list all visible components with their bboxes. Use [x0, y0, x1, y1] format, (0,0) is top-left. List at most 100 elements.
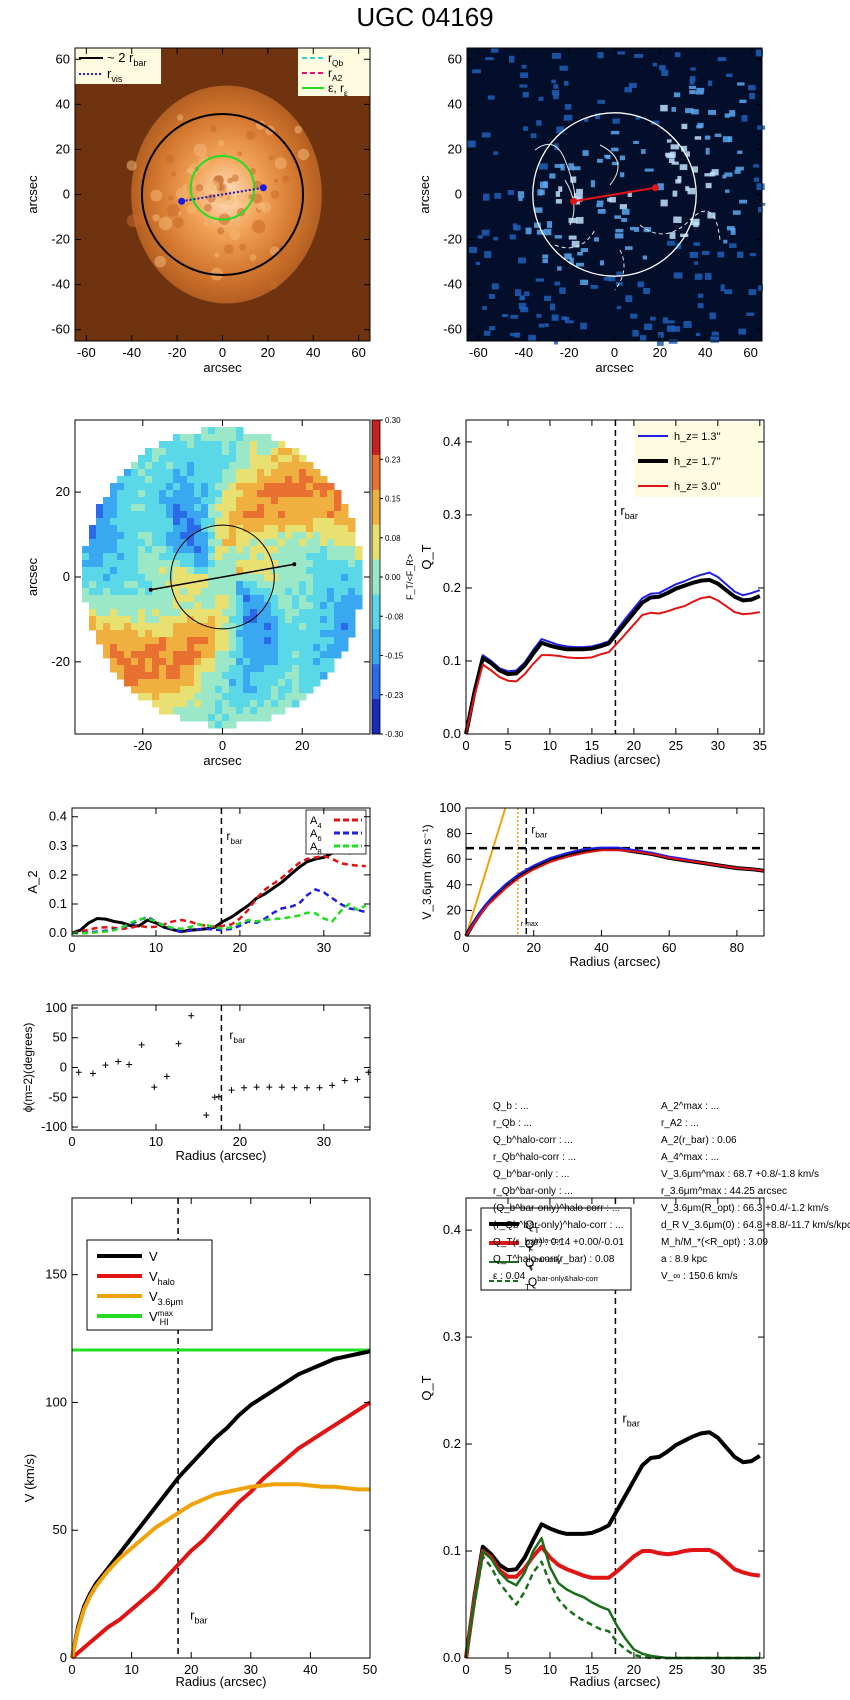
map-pixel	[475, 261, 481, 266]
heatmap-cell	[236, 665, 244, 673]
heatmap-cell	[131, 651, 139, 659]
heatmap-cell	[236, 546, 244, 554]
disk-blob	[268, 155, 274, 161]
heatmap-cell	[285, 476, 293, 484]
heatmap-cell	[313, 504, 321, 512]
series-line-black	[70, 1349, 371, 1659]
heatmap-cell	[110, 483, 118, 491]
stat-line: Q_T^halo-corr(r_bar) : 0.08	[493, 1254, 615, 1265]
heatmap-cell	[131, 490, 139, 498]
map-pixel	[590, 285, 599, 289]
y-tick-label: -20	[443, 232, 462, 247]
heatmap-cell	[243, 462, 251, 470]
heatmap-cell	[292, 462, 300, 470]
y-tick-label: 0	[60, 1650, 67, 1665]
y-tick-label: 0.3	[443, 507, 461, 522]
heatmap-cell	[222, 448, 230, 456]
heatmap-cell	[110, 588, 118, 596]
heatmap-cell	[173, 518, 181, 526]
heatmap-cell	[320, 665, 328, 673]
heatmap-cell	[271, 483, 279, 491]
colorbar-segment	[372, 699, 380, 735]
stat-line: a : 8.9 kpc	[661, 1254, 708, 1265]
map-pixel	[711, 169, 719, 176]
heatmap-cell	[124, 483, 132, 491]
heatmap-cell	[355, 588, 363, 596]
heatmap-cell	[215, 707, 223, 715]
heatmap-cell	[173, 567, 181, 575]
disk-blob	[274, 157, 287, 170]
heatmap-cell	[131, 518, 139, 526]
disk-blob	[139, 168, 153, 181]
y-tick-label: -20	[51, 232, 70, 247]
heatmap-cell	[208, 721, 216, 729]
map-pixel	[559, 287, 566, 294]
heatmap-cell	[292, 686, 300, 694]
y-tick-label: 20	[448, 141, 462, 156]
heatmap-cell	[82, 574, 90, 582]
heatmap-cell	[243, 672, 251, 680]
map-pixel	[616, 271, 623, 276]
stat-line: ε : 0.04	[493, 1271, 526, 1282]
heatmap-cell	[271, 441, 279, 449]
map-pixel	[739, 199, 748, 204]
map-pixel	[530, 133, 537, 139]
heatmap-cell	[236, 553, 244, 561]
heatmap-cell	[299, 539, 307, 547]
map-pixel	[552, 89, 560, 96]
heatmap-cell	[138, 672, 146, 680]
heatmap-cell	[250, 602, 258, 610]
heatmap-cell	[292, 644, 300, 652]
heatmap-cell	[131, 686, 139, 694]
map-pixel	[724, 189, 730, 193]
map-pixel	[730, 228, 736, 235]
heatmap-cell	[313, 630, 321, 638]
heatmap-cell	[320, 560, 328, 568]
map-pixel	[556, 126, 565, 134]
heatmap-cell	[145, 462, 153, 470]
heatmap-cell	[229, 679, 237, 687]
map-pixel	[617, 51, 625, 55]
legend-label: rvis	[107, 66, 123, 84]
heatmap-cell	[278, 651, 286, 659]
heatmap-cell	[299, 609, 307, 617]
heatmap-cell	[166, 658, 174, 666]
heatmap-cell	[222, 686, 230, 694]
heatmap-cell	[180, 644, 188, 652]
heatmap-cell	[334, 616, 342, 624]
heatmap-cell	[159, 644, 167, 652]
heatmap-cell	[110, 539, 118, 547]
heatmap-cell	[250, 630, 258, 638]
panel-force-map: -60 -40 -20 0 20 40 60-60-40-200204060arcsecar…	[417, 47, 766, 375]
heatmap-cell	[145, 679, 153, 687]
map-pixel	[610, 130, 620, 135]
heatmap-cell	[215, 434, 223, 442]
heatmap-cell	[173, 672, 181, 680]
heatmap-cell	[264, 672, 272, 680]
heatmap-cell	[215, 483, 223, 491]
x-tick-label: 35	[753, 1662, 767, 1677]
map-pixel	[525, 227, 532, 235]
heatmap-cell	[159, 630, 167, 638]
heatmap-cell	[131, 602, 139, 610]
heatmap-cell	[180, 630, 188, 638]
heatmap-cell	[96, 581, 104, 589]
heatmap-cell	[103, 539, 111, 547]
heatmap-cell	[222, 455, 230, 463]
disk-blob	[245, 130, 256, 141]
heatmap-cell	[96, 546, 104, 554]
heatmap-cell	[159, 532, 167, 540]
map-pixel	[542, 258, 548, 264]
heatmap-cell	[194, 462, 202, 470]
heatmap-cell	[243, 714, 251, 722]
map-pixel	[519, 84, 528, 88]
y-tick-label: 150	[45, 1267, 67, 1282]
heatmap-cell	[89, 574, 97, 582]
map-pixel	[737, 82, 745, 86]
heatmap-cell	[306, 490, 314, 498]
heatmap-cell	[166, 581, 174, 589]
map-pixel	[633, 140, 639, 144]
heatmap-cell	[138, 532, 146, 540]
map-pixel	[640, 335, 647, 341]
heatmap-cell	[243, 567, 251, 575]
